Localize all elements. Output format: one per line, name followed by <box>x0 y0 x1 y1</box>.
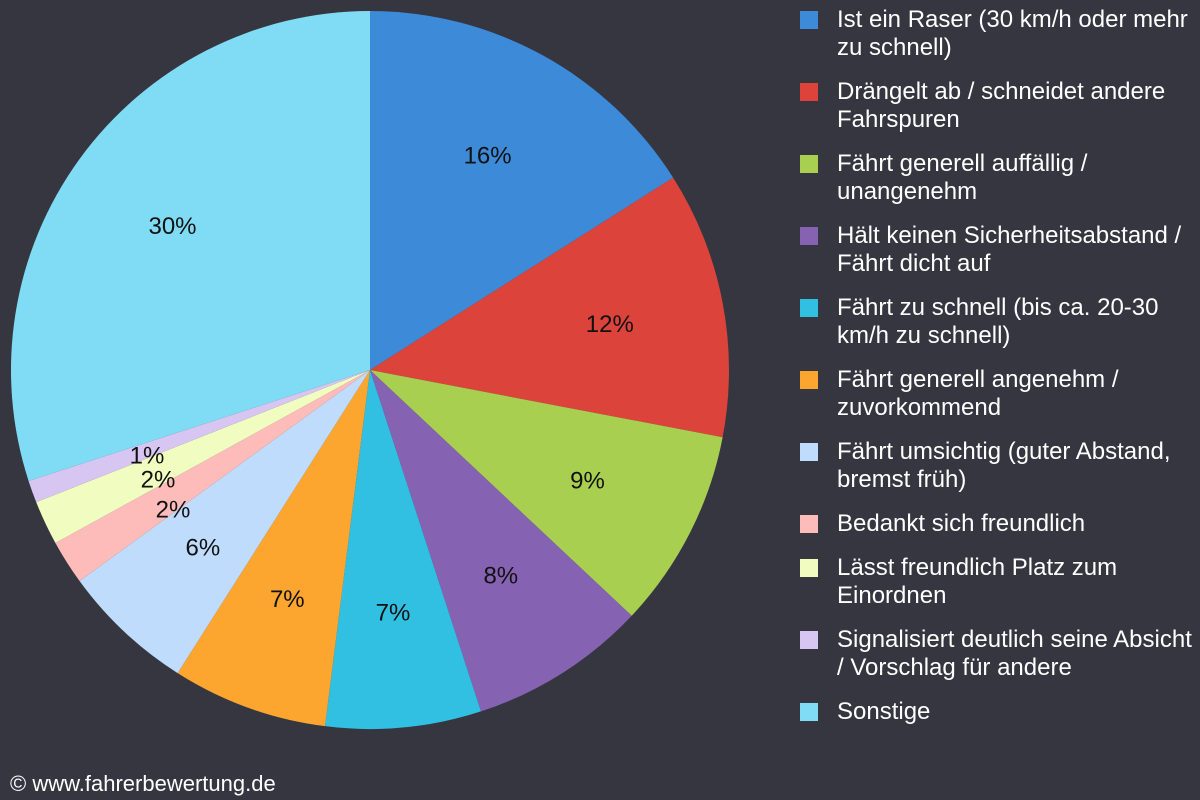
slice-label: 6% <box>186 535 221 562</box>
slice-label: 12% <box>586 311 634 338</box>
pie-slice <box>36 370 371 543</box>
slice-label: 8% <box>483 563 518 590</box>
legend-label: Ist ein Raser (30 km/h oder mehr zu schn… <box>837 6 1188 61</box>
pie-slice <box>370 370 723 616</box>
legend-label: Signalisiert deutlich seine Absicht / Vo… <box>837 626 1192 681</box>
legend-item: Lässt freundlich Platz zum Einordnen <box>800 554 1196 610</box>
copyright-footer: © www.fahrerbewertung.de <box>10 771 276 796</box>
legend-swatch <box>800 83 818 101</box>
pie-slices <box>10 11 729 730</box>
pie-slice <box>79 370 370 674</box>
slice-label: 7% <box>270 586 305 613</box>
legend-swatch <box>800 299 818 317</box>
legend-item: Hält keinen Sicherheitsabstand / Fährt d… <box>800 222 1196 278</box>
legend-item: Ist ein Raser (30 km/h oder mehr zu schn… <box>800 6 1196 62</box>
pie-slice <box>28 370 370 503</box>
legend-label: Drängelt ab / schneidet andere Fahrspure… <box>837 78 1166 133</box>
legend-label: Fährt generell auffällig / unangenehm <box>837 150 1088 205</box>
slice-label: 16% <box>464 143 512 170</box>
pie-slice <box>370 177 729 438</box>
legend-item: Signalisiert deutlich seine Absicht / Vo… <box>800 626 1196 682</box>
pie-slice <box>370 11 674 370</box>
slice-label: 7% <box>376 600 411 627</box>
legend-swatch <box>800 443 818 461</box>
slice-label: 30% <box>148 213 196 240</box>
legend-item: Fährt generell auffällig / unangenehm <box>800 150 1196 206</box>
legend-swatch <box>800 559 818 577</box>
slice-label: 2% <box>156 497 191 524</box>
pie-chart: 16%12%9%8%7%7%6%2%2%1%30% <box>10 11 729 730</box>
pie-slice <box>55 370 370 582</box>
legend-label: Lässt freundlich Platz zum Einordnen <box>837 554 1118 609</box>
slice-label: 9% <box>570 467 605 494</box>
legend-swatch <box>800 11 818 29</box>
legend-label: Hält keinen Sicherheitsabstand / Fährt d… <box>837 222 1182 277</box>
legend-item: Bedankt sich freundlich <box>800 510 1196 538</box>
legend-label: Bedankt sich freundlich <box>837 510 1086 537</box>
pie-slice <box>370 370 632 712</box>
legend-item: Fährt generell angenehm / zuvorkommend <box>800 366 1196 422</box>
pie-slice <box>177 370 370 727</box>
legend-item: Sonstige <box>800 698 1196 726</box>
legend-label: Sonstige <box>837 698 931 725</box>
legend-swatch <box>800 371 818 389</box>
legend-swatch <box>800 227 818 245</box>
legend-label: Fährt zu schnell (bis ca. 20-30 km/h zu … <box>837 294 1159 349</box>
legend-label: Fährt umsichtig (guter Abstand, bremst f… <box>837 438 1171 493</box>
legend-label: Fährt generell angenehm / zuvorkommend <box>837 366 1119 421</box>
pie-slice <box>325 370 481 730</box>
slice-label: 2% <box>141 467 176 494</box>
legend: Ist ein Raser (30 km/h oder mehr zu schn… <box>800 6 1196 742</box>
legend-item: Drängelt ab / schneidet andere Fahrspure… <box>800 78 1196 134</box>
pie-slice <box>10 11 370 481</box>
legend-item: Fährt zu schnell (bis ca. 20-30 km/h zu … <box>800 294 1196 350</box>
legend-swatch <box>800 631 818 649</box>
legend-item: Fährt umsichtig (guter Abstand, bremst f… <box>800 438 1196 494</box>
legend-swatch <box>800 515 818 533</box>
slice-label: 1% <box>130 443 165 470</box>
legend-swatch <box>800 703 818 721</box>
legend-swatch <box>800 155 818 173</box>
pie-labels: 16%12%9%8%7%7%6%2%2%1%30% <box>130 143 634 627</box>
